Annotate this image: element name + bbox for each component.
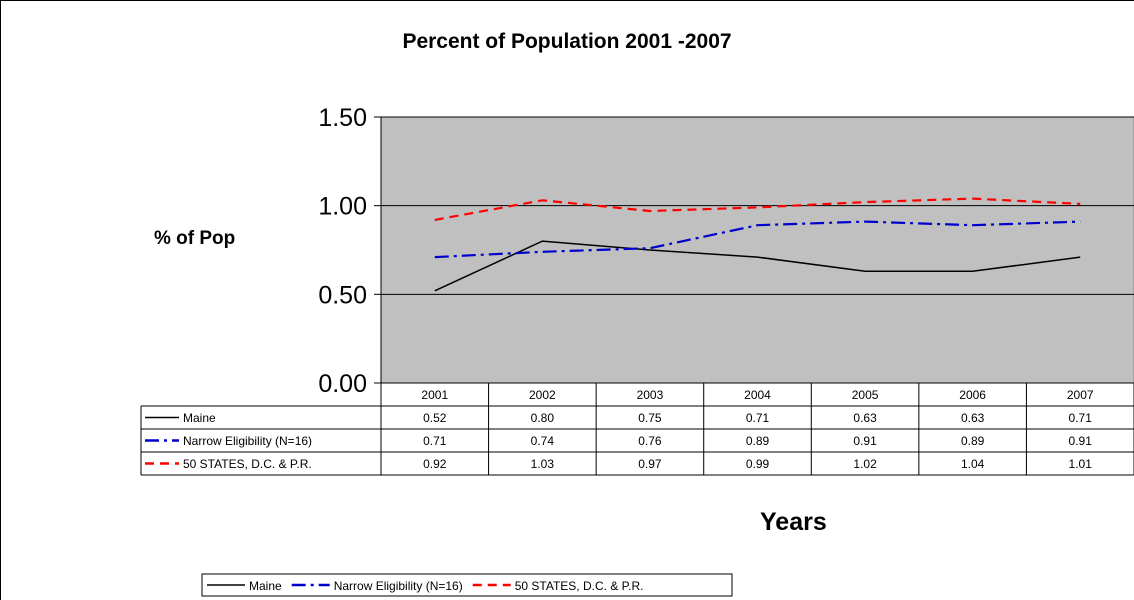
y-tick-label: 1.50 [318, 104, 367, 132]
x-category-label: 2006 [959, 388, 986, 402]
x-category-label: 2001 [421, 388, 448, 402]
plot-area: 0.00 0.50 1.00 1.50 [318, 104, 1134, 398]
data-value-label: 0.92 [423, 457, 447, 471]
data-value-label: 0.89 [961, 434, 985, 448]
data-value-label: 0.91 [853, 434, 877, 448]
table-series-name: Maine [183, 411, 216, 425]
data-value-label: 0.80 [531, 411, 555, 425]
table-series-name: 50 STATES, D.C. & P.R. [183, 457, 312, 471]
data-value-label: 0.97 [638, 457, 662, 471]
data-value-label: 0.63 [853, 411, 877, 425]
data-value-label: 1.02 [853, 457, 877, 471]
data-table: 2001 2002 2003 2004 2005 2006 2007 Maine 0.52 0.8… [140, 382, 1134, 476]
data-value-label: 1.04 [961, 457, 985, 471]
data-value-label: 0.71 [423, 434, 447, 448]
series-line-0 [434, 240, 1081, 292]
data-value-label: 1.01 [1069, 457, 1093, 471]
plot-background [380, 116, 1134, 384]
data-value-label: 0.71 [746, 411, 770, 425]
y-axis-label: % of Pop [154, 228, 236, 249]
data-value-label: 1.03 [531, 457, 555, 471]
legend-entry: Maine [249, 579, 282, 593]
x-category-label: 2004 [744, 388, 771, 402]
series-line-1 [434, 220, 1081, 259]
data-value-label: 0.71 [1069, 411, 1093, 425]
chart-title: Percent of Population 2001 -2007 [402, 30, 732, 53]
data-value-label: 0.75 [638, 411, 662, 425]
x-axis-label: Years [760, 508, 827, 536]
y-tick-label: 1.00 [318, 193, 367, 221]
y-tick-label: 0.00 [318, 370, 367, 398]
data-value-label: 0.74 [531, 434, 555, 448]
legend-entry: Narrow Eligibility (N=16) [334, 579, 463, 593]
x-category-label: 2002 [529, 388, 556, 402]
data-value-label: 0.76 [638, 434, 662, 448]
table-series-name: Narrow Eligibility (N=16) [183, 434, 312, 448]
data-value-label: 0.91 [1069, 434, 1093, 448]
series-line-2 [434, 197, 1081, 221]
legend-box [201, 573, 733, 597]
x-category-label: 2003 [637, 388, 664, 402]
x-category-label: 2007 [1067, 388, 1094, 402]
series-lines [434, 197, 1081, 292]
y-tick-label: 0.50 [318, 281, 367, 309]
legend-entry: 50 STATES, D.C. & P.R. [515, 579, 644, 593]
x-category-label: 2005 [852, 388, 879, 402]
legend: Maine Narrow Eligibility (N=16) 50 STATES,… [201, 573, 733, 597]
data-value-label: 0.52 [423, 411, 447, 425]
data-value-label: 0.89 [746, 434, 770, 448]
data-value-label: 0.99 [746, 457, 770, 471]
data-value-label: 0.63 [961, 411, 985, 425]
